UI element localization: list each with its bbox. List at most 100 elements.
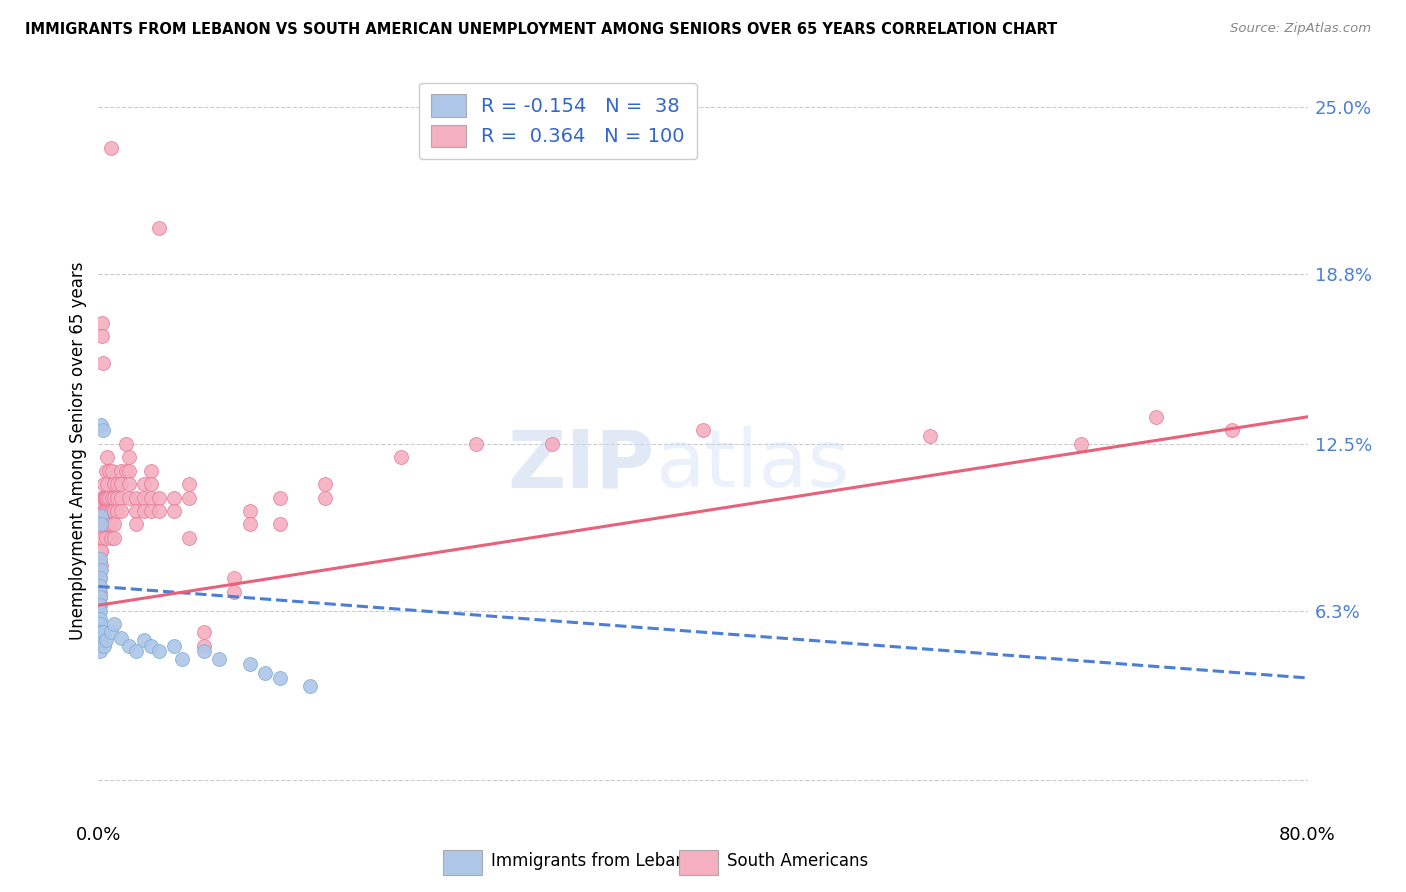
Point — [100, 625, 122, 640]
Point — [89, 590, 111, 604]
Point — [89, 604, 111, 618]
Point — [90, 531, 112, 545]
Point — [163, 504, 186, 518]
Point — [692, 423, 714, 437]
Point — [93, 477, 115, 491]
Point — [89, 571, 111, 585]
Point — [89, 558, 111, 572]
Point — [269, 491, 291, 505]
Point — [90, 509, 112, 524]
Point — [118, 477, 141, 491]
Point — [105, 491, 128, 505]
Point — [100, 531, 122, 545]
Point — [163, 491, 186, 505]
Point — [93, 491, 115, 505]
Point — [94, 517, 117, 532]
Point — [1146, 409, 1168, 424]
Point — [90, 558, 112, 572]
Point — [91, 316, 114, 330]
FancyBboxPatch shape — [679, 849, 717, 875]
Point — [93, 504, 115, 518]
Y-axis label: Unemployment Among Seniors over 65 years: Unemployment Among Seniors over 65 years — [69, 261, 87, 640]
FancyBboxPatch shape — [443, 849, 482, 875]
Point — [101, 491, 124, 505]
Point — [1220, 423, 1243, 437]
Point — [90, 544, 112, 558]
Point — [103, 504, 125, 518]
Point — [94, 504, 117, 518]
Point — [110, 491, 132, 505]
Text: Immigrants from Lebanon: Immigrants from Lebanon — [492, 853, 707, 871]
Point — [148, 491, 170, 505]
Point — [193, 644, 215, 658]
Point — [101, 504, 124, 518]
Text: IMMIGRANTS FROM LEBANON VS SOUTH AMERICAN UNEMPLOYMENT AMONG SENIORS OVER 65 YEA: IMMIGRANTS FROM LEBANON VS SOUTH AMERICA… — [25, 22, 1057, 37]
Point — [141, 504, 163, 518]
Point — [94, 633, 117, 648]
Point — [96, 504, 118, 518]
Point — [110, 504, 132, 518]
Point — [299, 679, 322, 693]
Point — [90, 417, 112, 432]
Point — [193, 639, 215, 653]
Point — [389, 450, 412, 465]
Point — [132, 477, 155, 491]
Point — [94, 531, 117, 545]
Point — [94, 517, 117, 532]
Point — [105, 504, 128, 518]
Point — [125, 504, 148, 518]
Point — [125, 517, 148, 532]
Point — [239, 657, 262, 672]
Point — [141, 464, 163, 478]
Point — [253, 665, 276, 680]
Point — [314, 491, 336, 505]
Point — [103, 617, 125, 632]
Point — [132, 633, 155, 648]
Point — [103, 491, 125, 505]
Point — [179, 531, 201, 545]
Point — [269, 517, 291, 532]
Point — [110, 464, 132, 478]
Point — [269, 671, 291, 685]
Point — [193, 625, 215, 640]
Point — [89, 631, 111, 645]
Point — [100, 517, 122, 532]
Point — [1070, 436, 1092, 450]
Point — [89, 644, 111, 658]
Point — [90, 625, 112, 640]
Point — [110, 631, 132, 645]
Point — [90, 633, 112, 648]
Point — [163, 639, 186, 653]
Point — [179, 477, 201, 491]
Point — [90, 531, 112, 545]
Text: atlas: atlas — [655, 426, 849, 504]
Point — [110, 477, 132, 491]
Point — [101, 464, 124, 478]
Point — [91, 531, 114, 545]
Point — [114, 436, 136, 450]
Point — [208, 652, 231, 666]
Point — [89, 579, 111, 593]
Point — [96, 477, 118, 491]
Point — [91, 356, 114, 370]
Point — [100, 140, 122, 154]
Point — [90, 491, 112, 505]
Point — [91, 423, 114, 437]
Point — [103, 477, 125, 491]
Point — [105, 477, 128, 491]
Point — [918, 428, 941, 442]
Point — [141, 477, 163, 491]
Point — [118, 639, 141, 653]
Point — [103, 517, 125, 532]
Point — [96, 517, 118, 532]
Point — [314, 477, 336, 491]
Point — [100, 504, 122, 518]
Point — [89, 590, 111, 604]
Point — [98, 504, 121, 518]
Point — [89, 571, 111, 585]
Point — [93, 504, 115, 518]
Point — [141, 639, 163, 653]
Point — [132, 491, 155, 505]
Point — [89, 584, 111, 599]
Point — [89, 617, 111, 632]
